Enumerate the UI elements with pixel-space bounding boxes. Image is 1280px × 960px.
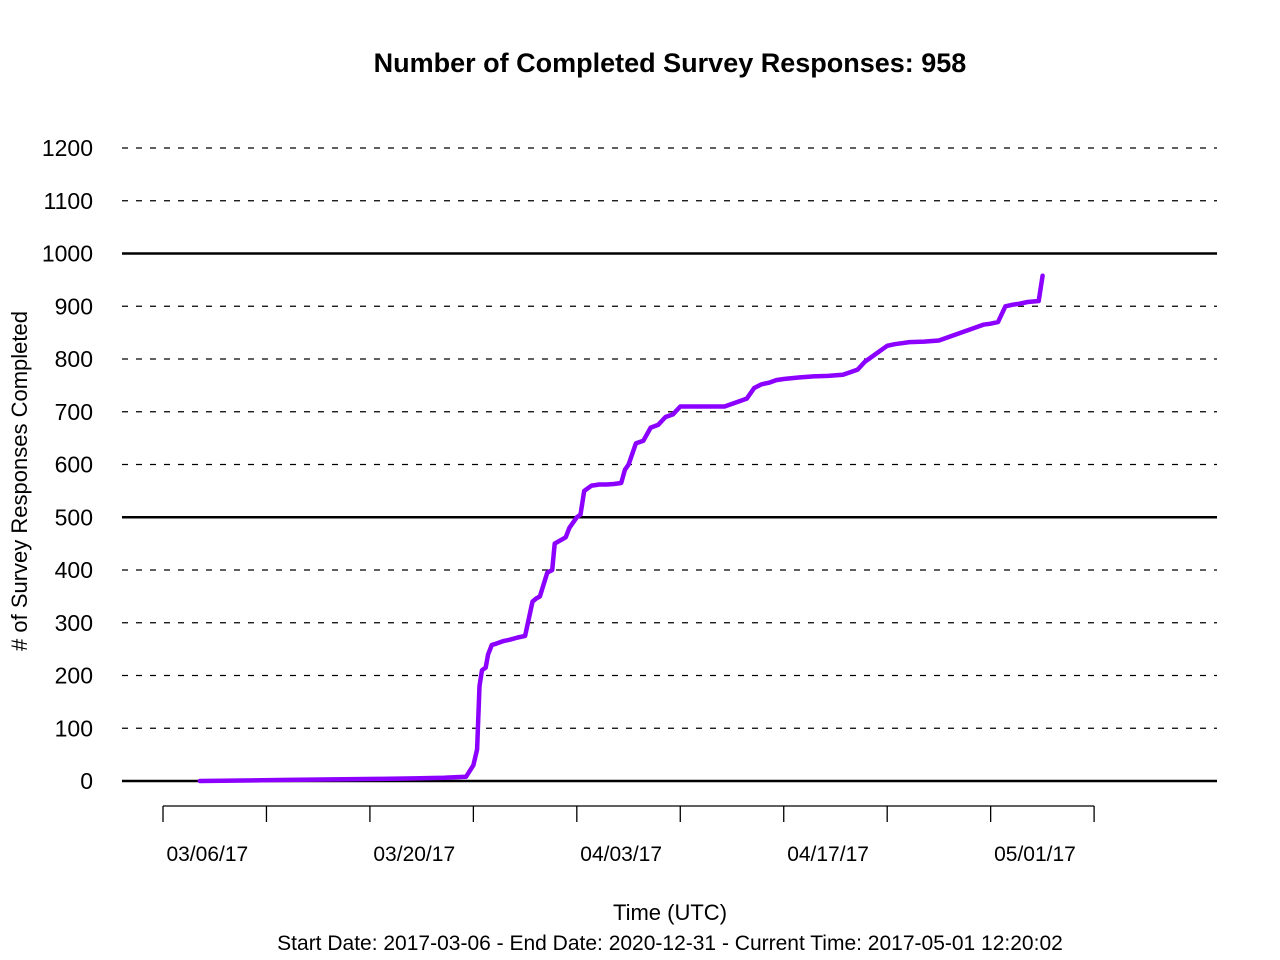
y-tick-label: 200 bbox=[55, 663, 93, 689]
series-line bbox=[197, 273, 1045, 784]
y-tick-label: 1200 bbox=[42, 135, 93, 161]
x-axis: 03/06/17 03/20/17 04/03/17 04/17/17 05/01/17 bbox=[162, 805, 1095, 866]
y-tick-label: 300 bbox=[55, 610, 93, 636]
y-tick-label: 700 bbox=[55, 399, 93, 425]
y-tick-label: 900 bbox=[55, 293, 93, 319]
grid-lines bbox=[122, 147, 1217, 783]
y-tick-label: 500 bbox=[55, 504, 93, 530]
chart-title: Number of Completed Survey Responses: 95… bbox=[374, 48, 967, 78]
x-tick-label: 03/06/17 bbox=[166, 843, 248, 866]
series-layer bbox=[197, 273, 1045, 784]
x-tick-label: 04/17/17 bbox=[787, 843, 869, 866]
y-axis-label: # of Survey Responses Completed bbox=[7, 311, 32, 651]
y-tick-label: 1000 bbox=[42, 241, 93, 267]
x-axis-label: Time (UTC) bbox=[613, 900, 727, 925]
y-tick-label: 400 bbox=[55, 557, 93, 583]
y-tick-label: 100 bbox=[55, 715, 93, 741]
x-tick-label: 05/01/17 bbox=[994, 843, 1076, 866]
y-axis-tick-labels: 0 100 200 300 400 500 600 700 800 900 1000 1100 1200 bbox=[42, 135, 93, 794]
x-tick-label: 04/03/17 bbox=[580, 843, 662, 866]
x-tick-label: 03/20/17 bbox=[373, 843, 455, 866]
y-tick-label: 1100 bbox=[44, 188, 93, 214]
chart-subtitle: Start Date: 2017-03-06 - End Date: 2020-… bbox=[277, 932, 1063, 955]
y-tick-label: 600 bbox=[55, 452, 93, 478]
y-tick-label: 800 bbox=[55, 346, 93, 372]
y-tick-label: 0 bbox=[80, 768, 93, 794]
